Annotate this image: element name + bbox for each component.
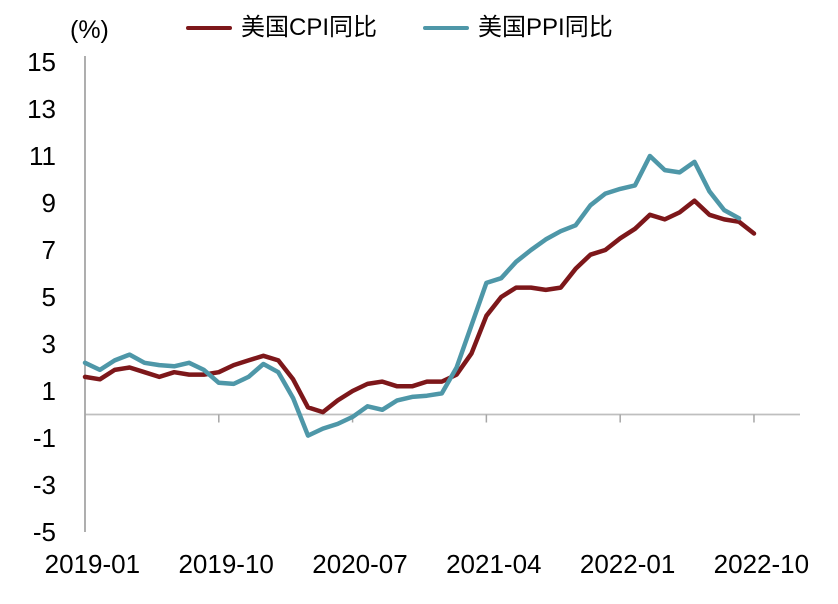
y-tick-label: 11 <box>29 141 56 171</box>
legend-item-cpi: 美国CPI同比 <box>186 13 377 43</box>
y-tick-label: 1 <box>41 376 56 406</box>
y-axis-unit-label: (%) <box>70 16 109 44</box>
y-tick-label: 5 <box>41 282 56 312</box>
ppi-line-swatch <box>423 25 470 31</box>
cpi-line-swatch <box>186 25 232 31</box>
legend: 美国CPI同比 美国PPI同比 <box>186 13 613 43</box>
y-tick-label: 3 <box>41 329 56 359</box>
legend-label-ppi: 美国PPI同比 <box>478 14 613 41</box>
x-tick-label: 2019-01 <box>44 549 141 579</box>
y-tick-label: -1 <box>32 423 56 453</box>
y-tick-label: -5 <box>32 517 56 547</box>
x-tick-label: 2022-01 <box>579 549 676 579</box>
x-tick-label: 2022-10 <box>713 549 810 579</box>
y-tick-label: 15 <box>27 47 56 77</box>
y-tick-label: 13 <box>27 94 56 124</box>
x-tick-label: 2019-10 <box>178 549 274 579</box>
x-tick-label: 2021-04 <box>446 549 542 579</box>
cpi-line <box>82 198 757 415</box>
legend-label-cpi: 美国CPI同比 <box>241 14 378 41</box>
y-tick-label: 9 <box>41 188 56 218</box>
y-tick-label: 7 <box>41 235 56 265</box>
ppi-line <box>82 153 742 438</box>
y-tick-label: -3 <box>32 470 56 500</box>
legend-item-ppi: 美国PPI同比 <box>423 13 613 43</box>
x-tick-label: 2020-07 <box>312 549 408 579</box>
